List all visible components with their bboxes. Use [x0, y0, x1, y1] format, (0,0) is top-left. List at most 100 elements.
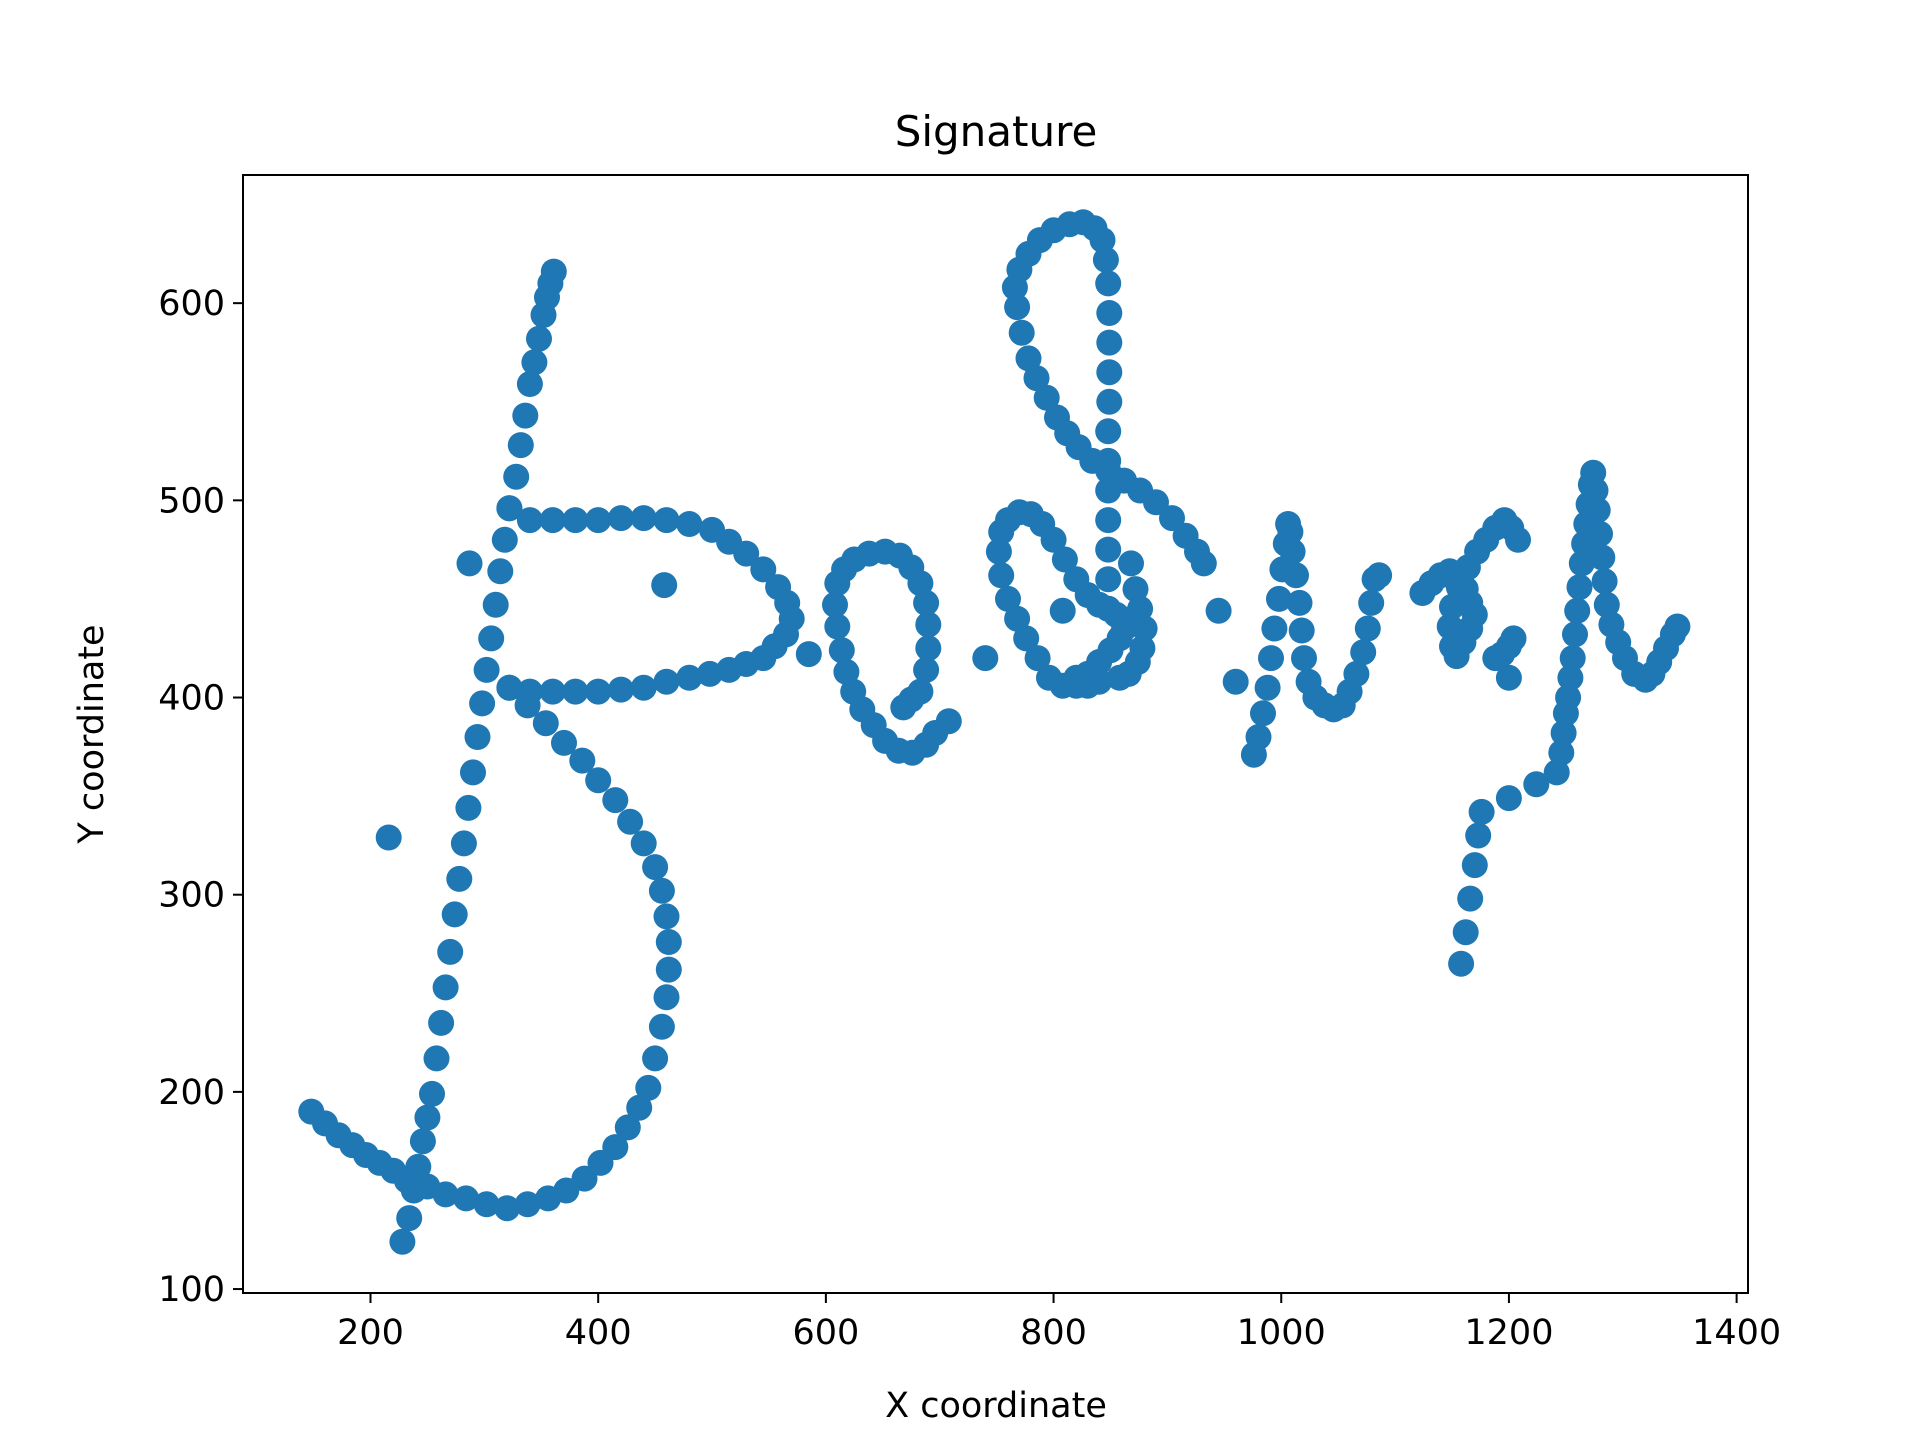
data-point — [1465, 822, 1492, 849]
data-point — [516, 371, 543, 397]
data-point — [1358, 589, 1385, 616]
data-point — [1366, 562, 1393, 589]
data-point — [450, 830, 477, 857]
data-point — [1543, 759, 1570, 786]
data-point — [1589, 544, 1616, 571]
y-tick-label: 600 — [158, 284, 225, 324]
data-point — [1452, 919, 1479, 946]
y-axis-label: Y coordinate — [72, 624, 112, 844]
data-point — [1279, 538, 1306, 565]
data-point — [1564, 597, 1591, 624]
data-point — [1523, 771, 1550, 798]
x-tick-label: 1400 — [1692, 1313, 1781, 1353]
data-point — [1051, 546, 1078, 573]
data-point — [653, 507, 680, 534]
data-point — [676, 511, 703, 537]
data-point — [478, 625, 505, 652]
data-point — [1096, 329, 1123, 356]
data-point — [1004, 605, 1031, 632]
data-point — [1568, 550, 1595, 577]
data-point — [585, 767, 612, 794]
data-point — [626, 1094, 653, 1121]
y-tick-label: 100 — [158, 1270, 225, 1310]
data-point — [562, 678, 589, 705]
data-point — [473, 1191, 500, 1218]
data-point — [1063, 664, 1090, 691]
data-point — [1286, 589, 1313, 616]
data-point — [1283, 562, 1309, 589]
data-point — [1095, 536, 1122, 563]
data-point — [1004, 294, 1031, 321]
data-point — [653, 903, 680, 930]
data-point — [389, 1228, 416, 1255]
data-point — [795, 641, 822, 668]
data-point — [1591, 568, 1618, 595]
data-point — [828, 637, 855, 664]
data-point — [441, 901, 468, 928]
data-point — [653, 984, 680, 1011]
data-point — [551, 729, 577, 756]
data-point — [414, 1173, 441, 1200]
data-point — [496, 495, 523, 522]
data-point — [1222, 668, 1249, 695]
data-point — [455, 794, 482, 821]
data-point — [456, 550, 483, 577]
data-point — [585, 678, 612, 705]
data-point — [1205, 597, 1232, 624]
chart-title: Signature — [895, 107, 1098, 156]
data-point — [1266, 585, 1292, 612]
data-point — [585, 507, 612, 534]
data-point — [405, 1153, 432, 1180]
data-point — [696, 660, 723, 687]
data-point — [1013, 625, 1040, 652]
data-point — [375, 824, 402, 851]
data-point — [1288, 617, 1315, 644]
data-point — [482, 591, 509, 618]
data-point — [1448, 950, 1475, 977]
data-point — [516, 507, 543, 534]
data-point — [1092, 246, 1119, 273]
data-point — [716, 656, 743, 683]
data-point — [428, 1009, 455, 1036]
data-point — [1277, 518, 1304, 545]
data-point — [1036, 664, 1062, 691]
data-point — [526, 325, 552, 352]
data-point — [995, 585, 1021, 612]
data-point — [423, 1045, 450, 1072]
data-point — [1131, 615, 1158, 642]
data-point — [1555, 684, 1582, 711]
data-point — [1049, 597, 1076, 624]
data-point — [539, 678, 566, 705]
data-point — [890, 694, 917, 721]
data-point — [1095, 270, 1122, 297]
x-tick-label: 800 — [1020, 1313, 1087, 1353]
data-point — [913, 656, 940, 683]
data-point — [587, 1149, 614, 1176]
data-point — [1593, 591, 1620, 618]
data-point — [1482, 645, 1509, 672]
points-layer — [298, 209, 1691, 1255]
data-point — [1258, 645, 1284, 672]
data-point — [414, 1104, 441, 1131]
data-point — [1095, 566, 1122, 593]
x-tick-label: 1200 — [1464, 1313, 1553, 1353]
data-point — [446, 865, 473, 892]
data-point — [562, 507, 589, 534]
data-point — [487, 558, 514, 585]
data-point — [1118, 550, 1144, 577]
data-point — [1562, 621, 1588, 648]
data-point — [655, 956, 682, 983]
data-point — [824, 613, 851, 640]
data-point — [532, 710, 559, 737]
data-point — [1001, 274, 1028, 301]
data-point — [1008, 319, 1035, 346]
data-point — [496, 674, 523, 701]
data-point — [642, 854, 669, 881]
data-point — [642, 1045, 669, 1072]
data-point — [539, 507, 566, 534]
data-point — [1291, 645, 1317, 672]
x-tick-label: 1000 — [1237, 1313, 1326, 1353]
y-tick-label: 400 — [158, 679, 225, 719]
